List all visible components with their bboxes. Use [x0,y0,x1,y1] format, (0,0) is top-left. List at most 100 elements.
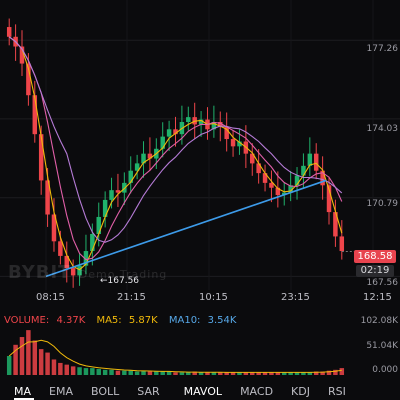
current-price-tag: 168.58 [354,250,396,263]
tab-rsi[interactable]: RSI [327,385,346,398]
moving-average-line [8,36,343,261]
tab-sar[interactable]: SAR [137,385,160,398]
tab-macd[interactable]: MACD [240,385,274,398]
volume-chart[interactable] [0,300,400,390]
volume-bar [326,370,332,375]
volume-bar [83,368,89,375]
volume-bar [19,337,25,375]
volume-bar [307,372,313,375]
candle-body [102,199,108,217]
candle-body [294,175,300,186]
candle-body [32,95,38,135]
volume-bar [115,370,121,375]
volume-bar [243,372,249,375]
volume-bar [13,344,18,375]
candle-body [77,265,82,276]
volume-bar [211,372,217,375]
volume-bar [237,372,242,375]
price-chart[interactable] [0,0,400,300]
volume-bar [205,372,210,375]
volume-bar [70,366,76,375]
volume-bar [147,371,153,375]
volume-axis-label: 102.08K [360,316,398,326]
candle-body [160,136,165,149]
candle-body [211,122,217,130]
volume-bar [230,372,236,375]
candle-body [96,216,101,234]
moving-average-line [8,36,343,243]
x-axis-label: 21:15 [117,292,146,303]
volume-bar [64,364,70,375]
candle-body [19,46,25,64]
y-axis-label: 167.56 [366,278,399,288]
watermark-logo: BYBIT Demo Trading [8,262,167,283]
x-axis-label: 08:15 [36,292,65,303]
volume-bar [313,371,319,375]
candle-body [51,214,57,242]
candle-body [250,153,255,164]
tab-boll[interactable]: BOLL [90,385,120,398]
volume-bar [339,368,345,375]
volume-bar [281,372,287,375]
moving-average-line [8,36,343,271]
volume-axis-label: 51.04K [366,341,398,351]
candle-body [70,268,76,276]
volume-header: VOLUME: 4.37K MA5: 5.87K MA10: 3.54K [4,315,244,326]
volume-bar [269,372,274,375]
candle-body [109,190,114,200]
volume-bar [288,372,293,375]
volume-bar [186,372,191,375]
volume-bar [333,369,338,375]
candle-body [237,141,242,147]
volume-bar [141,370,146,375]
low-price-value: 167.56 [107,276,140,286]
watermark-brand: BYBIT [8,262,72,283]
candle-body [301,165,306,176]
candle-body [186,117,191,122]
ma5-label: MA5: 5.87K [96,315,158,326]
candle-body [275,187,281,196]
volume-bar [96,368,101,375]
y-axis-label: 177.26 [366,44,399,54]
candle-body [269,182,274,188]
tab-mavol[interactable]: MAVOL [183,385,223,398]
candle-body [141,153,146,164]
volume-bar [38,349,44,375]
x-axis-label: 23:15 [281,292,310,303]
candle-countdown: 02:19 [356,265,394,277]
candle-body [134,163,140,171]
tab-kdj[interactable]: KDJ [291,385,310,398]
volume-bar [90,368,95,375]
volume-bar [128,370,133,375]
volume-bar [294,372,300,375]
volume-bar [224,372,229,375]
y-axis-label: 170.79 [366,199,399,209]
volume-bar [58,362,63,375]
volume-bar [173,372,178,375]
candle-body [281,192,287,196]
candle-body [313,153,319,171]
active-tab-indicator [14,398,34,400]
tab-ema[interactable]: EMA [49,385,73,398]
candle-body [147,153,153,159]
tab-ma[interactable]: MA [14,385,32,398]
candle-body [230,139,236,147]
candle-body [90,234,95,252]
volume-bar [262,372,268,375]
volume-bar [154,371,159,375]
candle-body [83,251,89,266]
volume-bar [109,369,114,375]
volume-ma5-line [8,339,342,373]
volume-bar [166,371,172,375]
volume-bar [6,356,12,375]
candle-body [58,241,63,256]
low-price-marker: ←167.56 [100,276,140,286]
candle-body [198,119,204,125]
volume-bar [301,372,306,375]
candle-body [224,126,229,140]
candle-body [45,180,50,215]
volume-bar [320,371,325,375]
volume-bar [198,372,204,375]
x-axis-label: 10:15 [199,292,228,303]
volume-bar [179,372,185,375]
